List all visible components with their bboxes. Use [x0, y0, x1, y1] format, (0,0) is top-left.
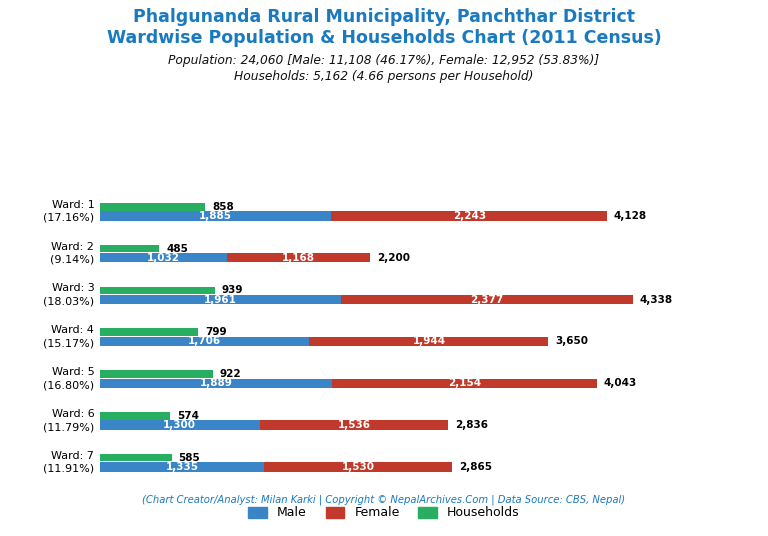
Text: 1,885: 1,885: [199, 211, 232, 221]
Bar: [100, 287, 215, 294]
Text: 1,944: 1,944: [412, 337, 445, 346]
Text: 4,128: 4,128: [614, 211, 647, 221]
Bar: [100, 245, 160, 252]
Text: 1,706: 1,706: [188, 337, 221, 346]
Text: 1,530: 1,530: [342, 462, 374, 472]
Text: 1,335: 1,335: [165, 462, 198, 472]
Text: 799: 799: [205, 327, 227, 337]
Text: 922: 922: [220, 369, 241, 379]
Bar: [100, 337, 310, 346]
Bar: [100, 253, 227, 263]
Bar: [227, 253, 370, 263]
Text: 485: 485: [166, 243, 188, 254]
Bar: [332, 211, 607, 221]
Text: 2,154: 2,154: [448, 378, 481, 388]
Text: Population: 24,060 [Male: 11,108 (46.17%), Female: 12,952 (53.83%)]: Population: 24,060 [Male: 11,108 (46.17%…: [168, 54, 600, 66]
Text: 4,043: 4,043: [604, 378, 637, 388]
Text: Households: 5,162 (4.66 persons per Household): Households: 5,162 (4.66 persons per Hous…: [234, 70, 534, 83]
Text: 1,032: 1,032: [147, 253, 180, 263]
Text: 1,961: 1,961: [204, 295, 237, 304]
Text: 1,536: 1,536: [337, 420, 370, 430]
Text: 3,650: 3,650: [555, 337, 588, 346]
Text: 1,168: 1,168: [282, 253, 315, 263]
Text: Wardwise Population & Households Chart (2011 Census): Wardwise Population & Households Chart (…: [107, 29, 661, 48]
Bar: [100, 329, 198, 336]
Text: Phalgunanda Rural Municipality, Panchthar District: Phalgunanda Rural Municipality, Panchtha…: [133, 8, 635, 26]
Bar: [264, 463, 452, 472]
Text: 1,889: 1,889: [200, 378, 233, 388]
Bar: [100, 421, 260, 430]
Bar: [100, 378, 332, 388]
Text: 2,836: 2,836: [455, 420, 488, 430]
Text: 858: 858: [212, 202, 233, 212]
Text: 4,338: 4,338: [640, 295, 673, 304]
Text: 574: 574: [177, 411, 199, 421]
Bar: [260, 421, 449, 430]
Text: 2,377: 2,377: [470, 295, 504, 304]
Bar: [100, 295, 341, 304]
Text: 585: 585: [178, 453, 200, 463]
Text: (Chart Creator/Analyst: Milan Karki | Copyright © NepalArchives.Com | Data Sourc: (Chart Creator/Analyst: Milan Karki | Co…: [142, 494, 626, 505]
Bar: [332, 378, 597, 388]
Bar: [100, 370, 214, 378]
Legend: Male, Female, Households: Male, Female, Households: [243, 501, 525, 524]
Bar: [100, 454, 172, 461]
Text: 939: 939: [222, 285, 243, 295]
Text: 2,200: 2,200: [377, 253, 410, 263]
Text: 1,300: 1,300: [164, 420, 196, 430]
Bar: [100, 203, 205, 211]
Bar: [100, 412, 170, 420]
Bar: [100, 463, 264, 472]
Text: 2,865: 2,865: [458, 462, 492, 472]
Bar: [310, 337, 548, 346]
Text: 2,243: 2,243: [452, 211, 486, 221]
Bar: [341, 295, 633, 304]
Bar: [100, 211, 332, 221]
